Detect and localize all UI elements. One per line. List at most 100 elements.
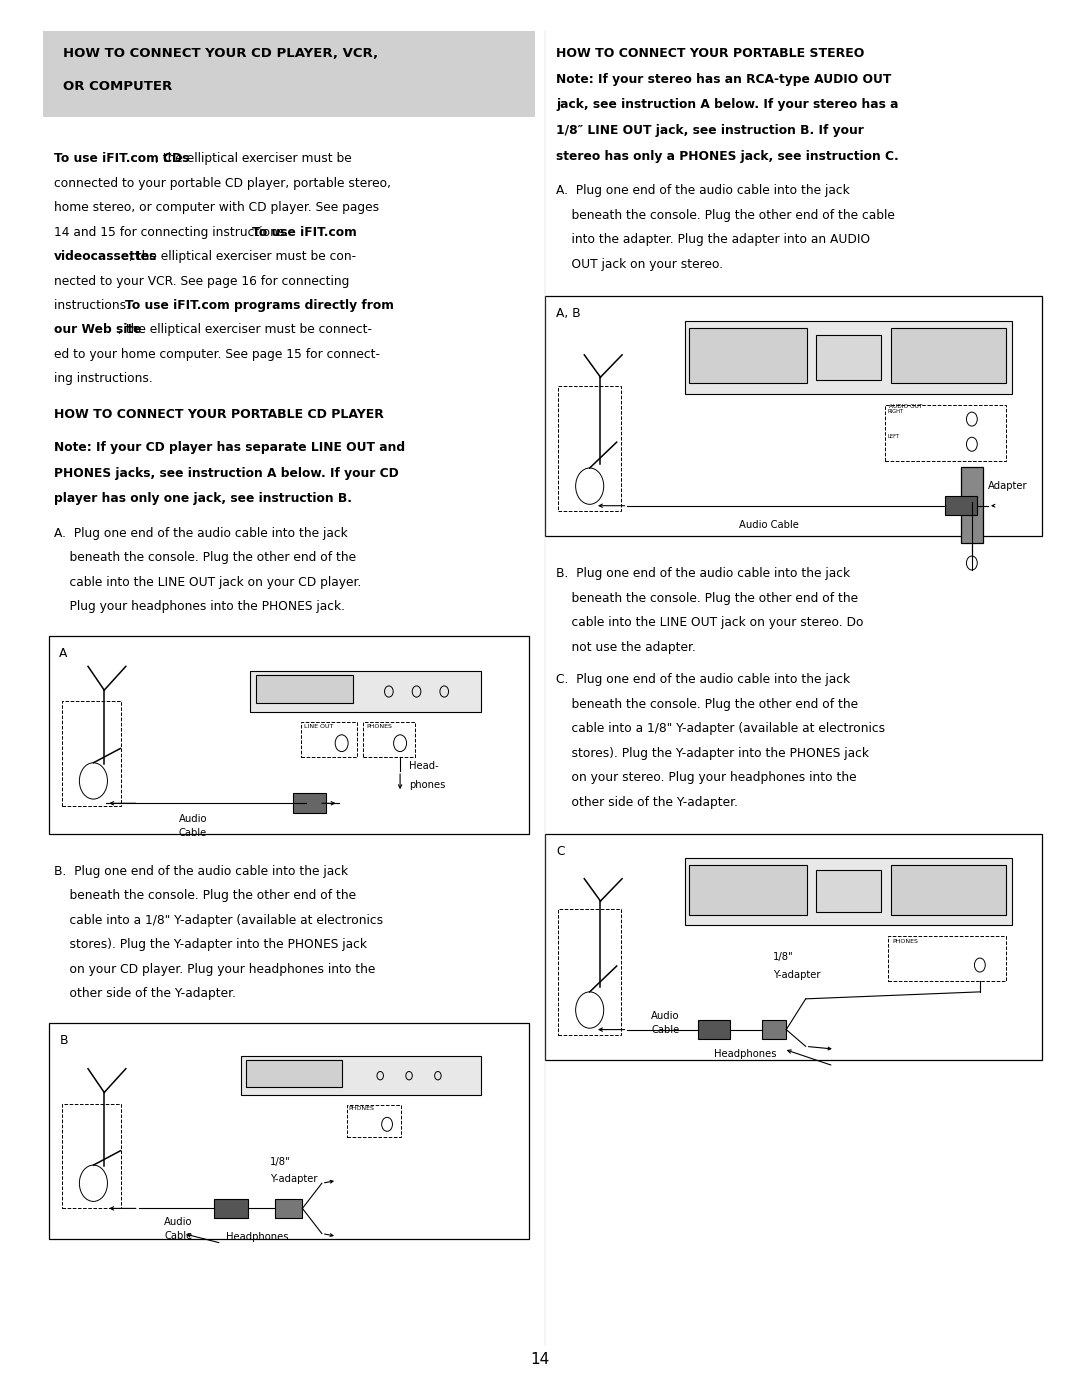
- Text: Head-: Head-: [408, 761, 438, 771]
- Text: , the elliptical exerciser must be connect-: , the elliptical exerciser must be conne…: [118, 323, 372, 337]
- Bar: [545, 296, 1042, 536]
- Text: 1/8″ LINE OUT jack, see instruction B. If your: 1/8″ LINE OUT jack, see instruction B. I…: [556, 124, 864, 137]
- Text: 14: 14: [530, 1352, 550, 1368]
- Bar: [43, 31, 535, 117]
- Bar: [241, 1056, 482, 1095]
- Text: 14 and 15 for connecting instructions.: 14 and 15 for connecting instructions.: [54, 225, 292, 239]
- Text: 1/8": 1/8": [270, 1157, 291, 1166]
- Text: stores). Plug the Y-adapter into the PHONES jack: stores). Plug the Y-adapter into the PHO…: [556, 746, 869, 760]
- Text: OUT jack on your stereo.: OUT jack on your stereo.: [556, 257, 724, 271]
- Text: PHONES: PHONES: [349, 1106, 375, 1112]
- Text: Y-adapter: Y-adapter: [270, 1173, 318, 1183]
- Text: beneath the console. Plug the other end of the: beneath the console. Plug the other end …: [54, 888, 356, 902]
- Text: on your stereo. Plug your headphones into the: on your stereo. Plug your headphones int…: [556, 771, 856, 784]
- Text: on your CD player. Plug your headphones into the: on your CD player. Plug your headphones …: [54, 963, 376, 975]
- Text: HOW TO CONNECT YOUR CD PLAYER, VCR,: HOW TO CONNECT YOUR CD PLAYER, VCR,: [63, 47, 378, 60]
- Text: stores). Plug the Y-adapter into the PHONES jack: stores). Plug the Y-adapter into the PHO…: [54, 937, 367, 951]
- Text: Audio Cable: Audio Cable: [739, 520, 799, 529]
- Bar: [685, 321, 1012, 394]
- Text: player has only one jack, see instruction B.: player has only one jack, see instructio…: [54, 492, 352, 506]
- Bar: [275, 1199, 302, 1218]
- Text: cable into the LINE OUT jack on your stereo. Do: cable into the LINE OUT jack on your ste…: [556, 616, 864, 629]
- Bar: [961, 467, 983, 543]
- Text: Cable: Cable: [164, 1231, 192, 1241]
- Text: HOW TO CONNECT YOUR PORTABLE STEREO: HOW TO CONNECT YOUR PORTABLE STEREO: [556, 47, 865, 60]
- Text: other side of the Y-adapter.: other side of the Y-adapter.: [556, 795, 739, 809]
- Text: Headphones: Headphones: [714, 1049, 777, 1059]
- Text: Headphones: Headphones: [227, 1232, 289, 1242]
- Text: beneath the console. Plug the other end of the: beneath the console. Plug the other end …: [54, 550, 356, 564]
- Text: AUDIO OUT: AUDIO OUT: [889, 404, 922, 409]
- Bar: [815, 870, 881, 912]
- Text: ing instructions.: ing instructions.: [54, 372, 152, 386]
- Text: Audio: Audio: [164, 1217, 192, 1227]
- Text: RIGHT: RIGHT: [888, 409, 904, 415]
- Text: Note: If your CD player has separate LINE OUT and: Note: If your CD player has separate LIN…: [54, 440, 405, 454]
- Text: jack, see instruction A below. If your stereo has a: jack, see instruction A below. If your s…: [556, 98, 899, 112]
- Bar: [689, 865, 807, 915]
- Bar: [347, 1105, 401, 1137]
- Text: Cable: Cable: [178, 828, 207, 838]
- Bar: [891, 328, 1005, 383]
- Text: C: C: [556, 845, 565, 858]
- Bar: [214, 1199, 248, 1218]
- Text: Y-adapter: Y-adapter: [773, 970, 821, 979]
- Text: nected to your VCR. See page 16 for connecting: nected to your VCR. See page 16 for conn…: [54, 274, 349, 288]
- Text: PHONES: PHONES: [366, 724, 392, 729]
- Text: phones: phones: [408, 780, 445, 789]
- Text: instructions.: instructions.: [54, 299, 134, 312]
- Text: C.  Plug one end of the audio cable into the jack: C. Plug one end of the audio cable into …: [556, 673, 850, 686]
- Bar: [62, 701, 121, 806]
- Text: OR COMPUTER: OR COMPUTER: [63, 80, 172, 92]
- Text: cable into a 1/8" Y-adapter (available at electronics: cable into a 1/8" Y-adapter (available a…: [54, 914, 383, 926]
- Bar: [891, 865, 1005, 915]
- Text: B.  Plug one end of the audio cable into the jack: B. Plug one end of the audio cable into …: [54, 865, 348, 877]
- Text: beneath the console. Plug the other end of the cable: beneath the console. Plug the other end …: [556, 208, 895, 222]
- Bar: [246, 1060, 342, 1087]
- Text: beneath the console. Plug the other end of the: beneath the console. Plug the other end …: [556, 591, 859, 605]
- Text: into the adapter. Plug the adapter into an AUDIO: into the adapter. Plug the adapter into …: [556, 233, 870, 246]
- Text: A.  Plug one end of the audio cable into the jack: A. Plug one end of the audio cable into …: [556, 184, 850, 197]
- Text: Note: If your stereo has an RCA-type AUDIO OUT: Note: If your stereo has an RCA-type AUD…: [556, 73, 892, 85]
- Text: PHONES jacks, see instruction A below. If your CD: PHONES jacks, see instruction A below. I…: [54, 467, 399, 479]
- Bar: [888, 936, 1005, 981]
- Bar: [301, 722, 357, 757]
- Bar: [545, 834, 1042, 1060]
- Text: LINE OUT: LINE OUT: [305, 724, 334, 729]
- Text: , the elliptical exerciser must be: , the elliptical exerciser must be: [156, 152, 352, 165]
- Text: ed to your home computer. See page 15 for connect-: ed to your home computer. See page 15 fo…: [54, 348, 380, 360]
- Bar: [685, 858, 1012, 925]
- Text: Plug your headphones into the PHONES jack.: Plug your headphones into the PHONES jac…: [54, 599, 345, 613]
- Bar: [49, 1023, 529, 1239]
- Text: cable into a 1/8" Y-adapter (available at electronics: cable into a 1/8" Y-adapter (available a…: [556, 722, 886, 735]
- Text: To use iFIT.com programs directly from: To use iFIT.com programs directly from: [125, 299, 394, 312]
- Bar: [49, 636, 529, 834]
- Bar: [815, 335, 881, 380]
- Text: cable into the LINE OUT jack on your CD player.: cable into the LINE OUT jack on your CD …: [54, 576, 362, 588]
- Text: , the elliptical exerciser must be con-: , the elliptical exerciser must be con-: [129, 250, 355, 263]
- Text: To use iFIT.com: To use iFIT.com: [252, 225, 356, 239]
- Text: B.  Plug one end of the audio cable into the jack: B. Plug one end of the audio cable into …: [556, 567, 850, 580]
- Bar: [293, 793, 325, 813]
- Text: A, B: A, B: [556, 307, 581, 320]
- Bar: [945, 496, 977, 515]
- Text: home stereo, or computer with CD player. See pages: home stereo, or computer with CD player.…: [54, 201, 379, 214]
- Bar: [689, 328, 807, 383]
- Bar: [251, 671, 482, 712]
- Text: Audio: Audio: [178, 814, 207, 824]
- Bar: [256, 675, 353, 703]
- Text: A: A: [59, 647, 68, 659]
- Text: our Web site: our Web site: [54, 323, 141, 337]
- Bar: [558, 386, 621, 511]
- Bar: [558, 909, 621, 1035]
- Text: HOW TO CONNECT YOUR PORTABLE CD PLAYER: HOW TO CONNECT YOUR PORTABLE CD PLAYER: [54, 408, 383, 420]
- Text: A.  Plug one end of the audio cable into the jack: A. Plug one end of the audio cable into …: [54, 527, 348, 539]
- Text: other side of the Y-adapter.: other side of the Y-adapter.: [54, 986, 237, 1000]
- Text: B: B: [59, 1034, 68, 1046]
- Bar: [363, 722, 415, 757]
- Bar: [698, 1020, 730, 1039]
- Bar: [62, 1104, 121, 1208]
- Bar: [762, 1020, 786, 1039]
- Text: Cable: Cable: [651, 1025, 679, 1035]
- Text: PHONES: PHONES: [892, 939, 918, 944]
